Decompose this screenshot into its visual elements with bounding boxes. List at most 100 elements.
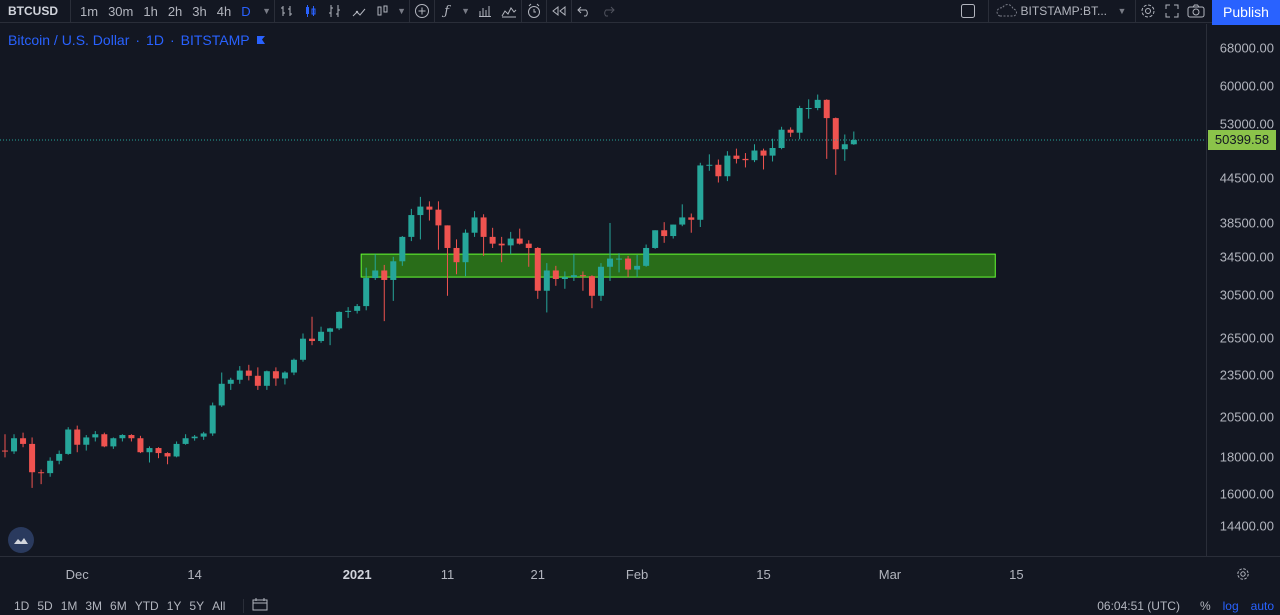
price-tick-label: 60000.00 bbox=[1219, 78, 1274, 94]
price-axis[interactable]: 68000.00 60000.00 53000.00 44500.00 38500.00… bbox=[1206, 24, 1280, 556]
bars-icon[interactable] bbox=[474, 0, 496, 23]
time-tick-label: 15 bbox=[1009, 567, 1024, 582]
interval-4h[interactable]: 4h bbox=[216, 3, 232, 19]
candle-body bbox=[534, 247, 541, 291]
range-ytd[interactable]: YTD bbox=[134, 598, 159, 613]
candle-body bbox=[2, 450, 8, 452]
candle-body bbox=[236, 370, 243, 380]
flag-icon[interactable] bbox=[256, 35, 266, 45]
range-6m[interactable]: 6M bbox=[110, 598, 127, 613]
log-toggle[interactable]: log bbox=[1222, 598, 1239, 613]
range-1m[interactable]: 1M bbox=[60, 598, 78, 613]
candle-body bbox=[525, 243, 532, 248]
camera-icon[interactable] bbox=[1185, 0, 1207, 23]
candle-body bbox=[318, 331, 325, 342]
candle-body bbox=[263, 371, 270, 386]
candle-body bbox=[679, 217, 686, 225]
candle-body bbox=[471, 217, 478, 233]
toolbar-divider bbox=[987, 0, 989, 23]
candle-body bbox=[29, 443, 36, 473]
candle-body bbox=[516, 238, 523, 244]
interval-1h[interactable]: 1h bbox=[143, 3, 158, 19]
add-icon[interactable] bbox=[411, 0, 433, 23]
percent-toggle[interactable]: % bbox=[1199, 598, 1211, 613]
templates-icon[interactable] bbox=[348, 0, 370, 23]
range-1d[interactable]: 1D bbox=[14, 598, 30, 613]
range-5d[interactable]: 5D bbox=[37, 598, 53, 613]
candle-body bbox=[74, 429, 81, 445]
candle-body bbox=[363, 278, 370, 307]
interval-1m[interactable]: 1m bbox=[80, 3, 99, 19]
alert-icon[interactable] bbox=[523, 0, 545, 23]
price-tick-label: 53000.00 bbox=[1219, 116, 1274, 132]
redo-icon[interactable] bbox=[597, 0, 619, 23]
interval-dropdown-icon[interactable]: ▼ bbox=[262, 6, 272, 16]
toolbar-divider bbox=[70, 0, 71, 23]
utc-clock[interactable]: 06:04:51 (UTC) bbox=[1097, 598, 1180, 613]
settings-icon[interactable] bbox=[1137, 0, 1159, 23]
last-price-label: 50399.58 bbox=[1208, 129, 1276, 150]
candle-body bbox=[579, 275, 586, 277]
candle-body bbox=[688, 217, 695, 220]
time-tick-label: 21 bbox=[530, 567, 545, 582]
candle-body bbox=[38, 472, 45, 474]
candle-body bbox=[787, 129, 794, 133]
interval-2h[interactable]: 2h bbox=[167, 3, 183, 19]
price-tick-label: 20500.00 bbox=[1219, 409, 1274, 425]
fx-icon[interactable]: ƒ bbox=[444, 3, 450, 19]
candle-body bbox=[408, 215, 415, 237]
candle-body bbox=[634, 265, 641, 270]
auto-toggle[interactable]: auto bbox=[1250, 598, 1274, 613]
time-axis[interactable]: Dec 14 2021 11 21 Feb 15 Mar 15 bbox=[0, 556, 1280, 591]
symbol-search[interactable]: BTCUSD bbox=[8, 4, 58, 18]
candle-body bbox=[47, 460, 54, 474]
range-3m[interactable]: 3M bbox=[85, 598, 103, 613]
candle-body bbox=[462, 232, 469, 263]
interval-3h[interactable]: 3h bbox=[192, 3, 207, 19]
expand-icon[interactable] bbox=[1161, 0, 1183, 23]
candle-body bbox=[56, 453, 63, 461]
toolbar-divider bbox=[520, 0, 522, 23]
axis-settings-icon[interactable] bbox=[1236, 567, 1250, 584]
tradingview-logo[interactable] bbox=[8, 527, 34, 553]
time-tick-label: Mar bbox=[878, 567, 902, 582]
candle-body bbox=[200, 433, 207, 437]
chart-style-icon[interactable] bbox=[372, 0, 394, 23]
candle-body bbox=[65, 429, 72, 454]
replay-icon[interactable] bbox=[548, 0, 570, 23]
range-1y[interactable]: 1Y bbox=[166, 598, 182, 613]
interval-d[interactable]: D bbox=[241, 3, 251, 19]
fullscreen-toggle-icon[interactable] bbox=[957, 0, 979, 23]
date-range-icon[interactable] bbox=[252, 597, 268, 614]
toolbar-divider bbox=[433, 0, 435, 23]
candle-body bbox=[507, 238, 514, 246]
publish-button[interactable]: Publish bbox=[1212, 0, 1280, 25]
candle-body bbox=[20, 438, 27, 444]
candle-body bbox=[209, 405, 216, 434]
interval-30m[interactable]: 30m bbox=[108, 3, 134, 19]
candle-body bbox=[399, 236, 406, 262]
chart-style-dropdown-icon[interactable]: ▼ bbox=[397, 6, 407, 16]
compare-dropdown-icon[interactable]: ▼ bbox=[1117, 6, 1127, 16]
bar-style-icon[interactable] bbox=[276, 0, 298, 23]
candles-icon[interactable] bbox=[300, 0, 322, 23]
price-chart[interactable] bbox=[0, 24, 1206, 556]
indicator-icon[interactable] bbox=[324, 0, 346, 23]
candle-body bbox=[218, 383, 225, 406]
candle-body bbox=[254, 375, 261, 386]
fx-dropdown-icon[interactable]: ▼ bbox=[461, 6, 471, 16]
area-icon[interactable] bbox=[498, 0, 520, 23]
candle-body bbox=[498, 243, 505, 246]
undo-icon[interactable] bbox=[573, 0, 595, 23]
candle-body bbox=[345, 310, 352, 312]
range-5y[interactable]: 5Y bbox=[189, 598, 205, 613]
candle-body bbox=[101, 434, 108, 447]
compare-symbol-field[interactable]: BITSTAMP:BT... ▼ bbox=[989, 4, 1135, 18]
candle-body bbox=[832, 118, 839, 150]
candle-body bbox=[354, 306, 361, 311]
legend-pair[interactable]: Bitcoin / U.S. Dollar bbox=[8, 32, 130, 48]
bottom-bar: 1D 5D 1M 3M 6M YTD 1Y 5Y All 06:04:51 (UTC) % lo… bbox=[0, 596, 1280, 615]
time-tick-label: 2021 bbox=[342, 567, 372, 582]
candle-body bbox=[616, 258, 623, 260]
range-all[interactable]: All bbox=[212, 598, 226, 613]
